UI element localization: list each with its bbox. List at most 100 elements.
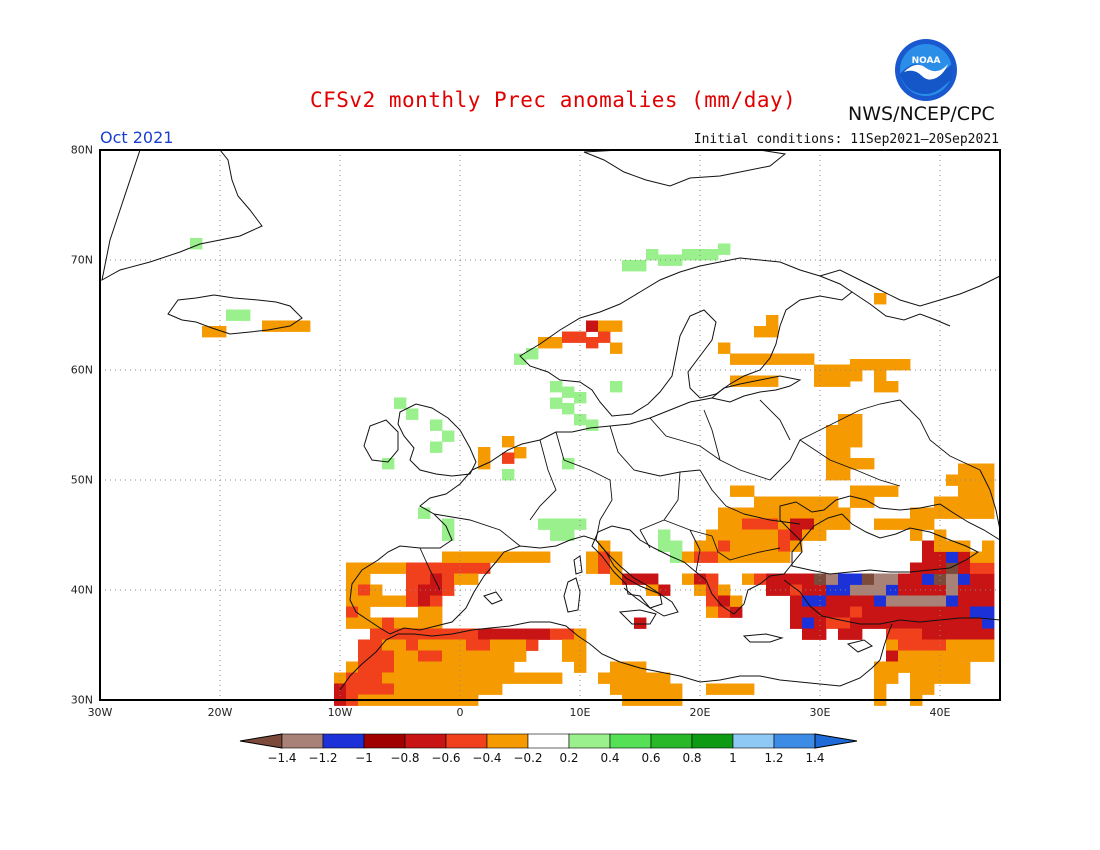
lon-tick-label: 20E: [689, 706, 711, 719]
anomaly-cell: [646, 573, 659, 585]
anomaly-cell: [706, 584, 719, 596]
anomaly-cell: [694, 540, 707, 552]
anomaly-cell: [970, 617, 983, 629]
anomaly-cell: [910, 683, 923, 695]
anomaly-cell: [406, 672, 419, 684]
anomaly-cell: [550, 518, 563, 530]
anomaly-cell: [874, 672, 887, 684]
anomaly-cell: [706, 551, 719, 563]
anomaly-cell: [382, 683, 395, 695]
anomaly-cell: [910, 650, 923, 662]
anomaly-cell: [262, 320, 275, 332]
anomaly-cell: [670, 551, 683, 563]
anomaly-cell: [430, 562, 443, 574]
anomaly-cell: [370, 595, 383, 607]
anomaly-cell: [346, 661, 359, 673]
anomaly-cell: [946, 573, 959, 585]
anomaly-cell: [982, 485, 995, 497]
anomaly-cell: [466, 573, 479, 585]
anomaly-cell: [958, 562, 971, 574]
crete-coast: [742, 633, 784, 643]
anomaly-cell: [610, 683, 623, 695]
anomaly-cell: [418, 650, 431, 662]
anomaly-cell: [958, 540, 971, 552]
anomaly-cell: [502, 639, 515, 651]
anomaly-cell: [826, 458, 839, 470]
anomaly-cell: [814, 595, 827, 607]
anomaly-cell: [454, 683, 467, 695]
anomaly-cell: [634, 573, 647, 585]
anomaly-cell: [886, 381, 899, 393]
anomaly-cell: [766, 551, 779, 563]
anomaly-cell: [478, 551, 491, 563]
anomaly-cell: [718, 529, 731, 541]
anomaly-cell: [898, 628, 911, 640]
anomaly-cell: [754, 507, 767, 519]
anomaly-cell: [958, 650, 971, 662]
anomaly-cell: [862, 573, 875, 585]
anomaly-cell: [442, 573, 455, 585]
anomaly-cell: [418, 628, 431, 640]
anomaly-cell: [862, 617, 875, 629]
anomaly-cell: [490, 650, 503, 662]
anomaly-cell: [766, 507, 779, 519]
anomaly-cell: [346, 683, 359, 695]
anomaly-cell: [358, 584, 371, 596]
anomaly-cell: [430, 628, 443, 640]
anomaly-cell: [358, 683, 371, 695]
anomaly-cell: [922, 518, 935, 530]
anomaly-cell: [826, 507, 839, 519]
anomaly-cell: [778, 507, 791, 519]
colorbar-swatch: [691, 733, 734, 749]
anomaly-cell: [514, 650, 527, 662]
anomaly-cell: [418, 584, 431, 596]
anomaly-cell: [526, 551, 539, 563]
anomaly-cell: [634, 672, 647, 684]
anomaly-cell: [622, 683, 635, 695]
anomaly-cell: [970, 584, 983, 596]
anomaly-cell: [802, 518, 815, 530]
anomaly-cell: [970, 562, 983, 574]
anomaly-cell: [802, 628, 815, 640]
lat-tick-label: 40N: [70, 583, 93, 597]
noaa-logo-text: NOAA: [912, 56, 941, 66]
anomaly-cell: [718, 342, 731, 354]
anomaly-cell: [730, 518, 743, 530]
anomaly-cell: [802, 606, 815, 618]
anomaly-cell: [706, 573, 719, 585]
anomaly-cell: [814, 573, 827, 585]
anomaly-cell: [958, 584, 971, 596]
anomaly-cell: [382, 650, 395, 662]
colorbar-swatch: [732, 733, 775, 749]
organization-label: NWS/NCEP/CPC: [848, 103, 995, 125]
anomaly-cell: [550, 337, 563, 349]
anomaly-cell: [418, 573, 431, 585]
anomaly-cell: [394, 397, 407, 409]
anomaly-cell: [682, 551, 695, 563]
anomaly-cell: [838, 595, 851, 607]
colorbar-swatch: [363, 733, 406, 749]
italy-coast: [595, 539, 679, 617]
anomaly-cell: [826, 573, 839, 585]
anomaly-cell: [958, 474, 971, 486]
anomaly-cell: [730, 507, 743, 519]
anomaly-cell: [538, 337, 551, 349]
anomaly-cell: [514, 672, 527, 684]
anomaly-cell: [646, 584, 659, 596]
anomaly-cell: [394, 661, 407, 673]
anomaly-cell: [934, 617, 947, 629]
anomaly-cell: [454, 551, 467, 563]
anomaly-cell: [922, 551, 935, 563]
anomaly-cell: [766, 573, 779, 585]
anomaly-cell: [898, 584, 911, 596]
lat-tick-label: 30N: [70, 693, 93, 707]
anomaly-cell: [742, 573, 755, 585]
anomaly-cell: [562, 403, 575, 415]
anomaly-cell: [610, 661, 623, 673]
anomaly-cell: [718, 540, 731, 552]
anomaly-cell: [838, 447, 851, 459]
anomaly-cell: [370, 628, 383, 640]
anomaly-cell: [442, 551, 455, 563]
anomaly-cell: [574, 414, 587, 426]
anomaly-cell: [922, 584, 935, 596]
